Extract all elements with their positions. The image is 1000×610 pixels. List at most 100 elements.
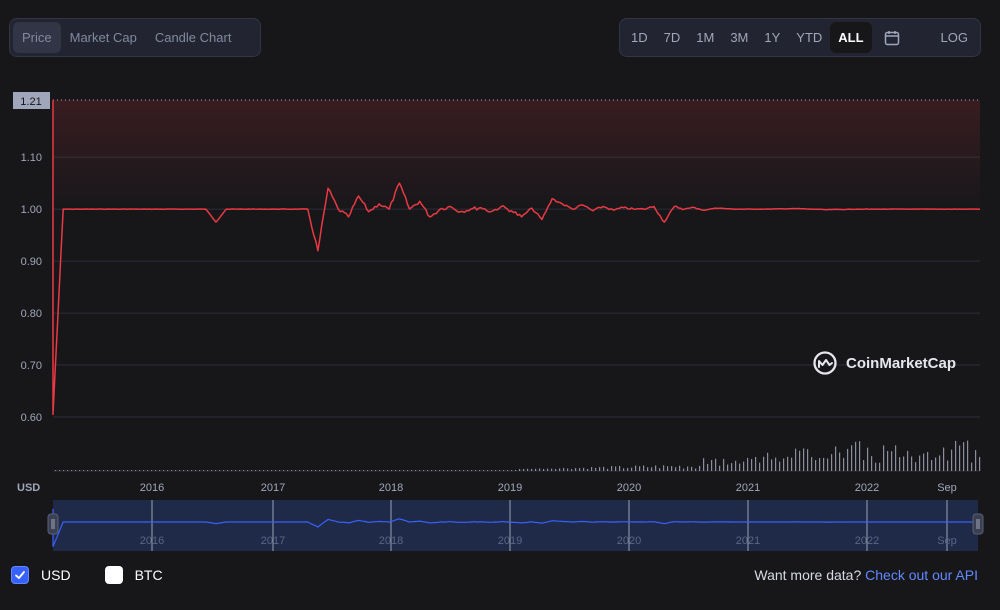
volume-bar (423, 470, 425, 471)
volume-bar (151, 470, 153, 471)
navigator-handle-right[interactable] (972, 513, 984, 535)
volume-bar (291, 470, 293, 471)
volume-bar (887, 450, 889, 471)
range-1d[interactable]: 1D (631, 30, 648, 45)
volume-bar (447, 470, 449, 471)
tab-candle-chart[interactable]: Candle Chart (154, 30, 232, 45)
x-tick-label: 2022 (855, 482, 879, 494)
range-3m[interactable]: 3M (730, 30, 749, 45)
navigator-tick-label: 2017 (261, 535, 285, 547)
api-link[interactable]: Check out our API (865, 567, 978, 583)
volume-bar (623, 468, 625, 471)
log-scale-toggle[interactable]: LOG (940, 30, 968, 45)
volume-bar (403, 470, 405, 471)
more-data-promo: Want more data? Check out our API (754, 567, 978, 583)
volume-bar (967, 440, 969, 471)
x-axis: 2016 2017 2018 2019 2020 2021 2022 Sep (140, 482, 957, 494)
volume-bar (631, 467, 633, 471)
navigator-tick-label: 2016 (140, 535, 164, 547)
navigator-labels: 2016 2017 2018 2019 2020 2021 2022 Sep (140, 535, 957, 547)
volume-bar (771, 459, 773, 471)
volume-bar (351, 470, 353, 471)
btc-checkbox[interactable]: BTC (104, 566, 163, 584)
volume-bar (867, 447, 869, 471)
volume-bar (335, 470, 337, 471)
volume-bar (231, 470, 233, 471)
navigator-handle-left[interactable] (47, 513, 59, 535)
volume-bar (279, 470, 281, 471)
volume-bar (459, 470, 461, 471)
volume-bar (271, 470, 273, 471)
current-value-text: 1.21 (20, 96, 41, 108)
volume-bar (951, 449, 953, 471)
volume-bar (95, 470, 97, 471)
volume-bar (123, 470, 125, 471)
tab-price[interactable]: Price (13, 22, 61, 53)
x-tick-label: 2021 (736, 482, 760, 494)
volume-bar (103, 470, 105, 471)
navigator-tick-label: Sep (937, 535, 957, 547)
tab-market-cap[interactable]: Market Cap (69, 30, 137, 45)
volume-bar (671, 466, 673, 471)
volume-bar (63, 470, 65, 471)
volume-bar (931, 460, 933, 471)
volume-bar (539, 468, 541, 471)
range-ytd[interactable]: YTD (796, 30, 823, 45)
volume-bar (643, 465, 645, 471)
range-1m[interactable]: 1M (696, 30, 715, 45)
y-tick-label: 0.80 (21, 308, 42, 320)
volume-bar (287, 470, 289, 471)
volume-bar (579, 468, 581, 471)
volume-bar (379, 470, 381, 471)
volume-bar (107, 470, 109, 471)
volume-bar (363, 470, 365, 471)
volume-bar (615, 466, 617, 471)
volume-bar (327, 470, 329, 471)
volume-bar (827, 458, 829, 471)
volume-bar (891, 451, 893, 471)
volume-bar (711, 460, 713, 471)
volume-bar (947, 460, 949, 471)
range-all[interactable]: ALL (830, 22, 872, 53)
volume-bar (963, 442, 965, 471)
volume-bar (435, 470, 437, 471)
volume-bar (91, 470, 93, 471)
volume-bar (679, 465, 681, 471)
volume-bar (627, 467, 629, 471)
volume-bar (735, 460, 737, 471)
watermark-text: CoinMarketCap (846, 355, 956, 372)
volume-bar (751, 459, 753, 471)
volume-bar (559, 468, 561, 471)
volume-bar (871, 456, 873, 471)
usd-checkbox-box[interactable] (11, 566, 29, 584)
volume-bar (479, 470, 481, 471)
volume-bar (119, 470, 121, 471)
volume-bar (815, 459, 817, 471)
volume-bar (635, 465, 637, 471)
volume-bar (375, 470, 377, 471)
volume-bar (779, 461, 781, 471)
usd-checkbox[interactable]: USD (11, 566, 71, 584)
volume-bar (223, 470, 225, 471)
time-range-selector: 1D 7D 1M 3M 1Y YTD ALL LOG (619, 18, 981, 57)
volume-bar (695, 468, 697, 471)
usd-label: USD (41, 567, 71, 583)
range-7d[interactable]: 7D (663, 30, 681, 45)
price-chart[interactable]: 0.600.700.800.901.001.10 1.21 USD 2016 20… (0, 80, 1000, 556)
volume-bar (183, 470, 185, 471)
range-1y[interactable]: 1Y (764, 30, 781, 45)
volume-bar (407, 470, 409, 471)
volume-bar (903, 456, 905, 471)
volume-bar (595, 467, 597, 471)
volume-bar (655, 465, 657, 471)
volume-bar (727, 464, 729, 471)
volume-bar (547, 468, 549, 471)
volume-bar (243, 470, 245, 471)
volume-bar (387, 470, 389, 471)
date-picker-button[interactable] (872, 22, 912, 53)
volume-bar (851, 445, 853, 471)
volume-bar (659, 468, 661, 471)
range-navigator[interactable]: 2016 2017 2018 2019 2020 2021 2022 Sep (47, 500, 984, 551)
check-icon (15, 571, 25, 579)
btc-checkbox-box[interactable] (104, 566, 123, 584)
